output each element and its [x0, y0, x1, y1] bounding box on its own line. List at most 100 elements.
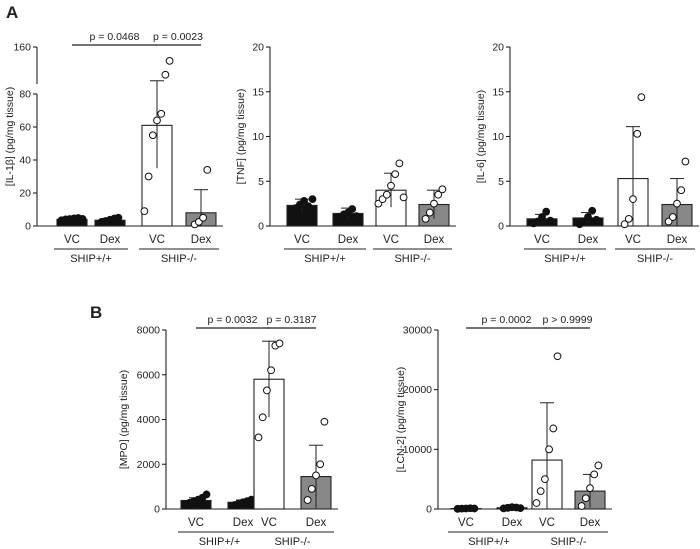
data-point	[140, 207, 149, 216]
data-point	[144, 172, 153, 181]
p-value-label: p = 0.0032	[208, 314, 258, 326]
data-point	[303, 496, 312, 504]
data-point	[153, 116, 161, 125]
data-point	[673, 199, 681, 208]
group-label: SHIP-/-	[161, 253, 197, 265]
y-tick-label: 0	[426, 504, 432, 516]
data-point	[304, 202, 313, 211]
data-point	[553, 352, 562, 361]
data-point	[382, 190, 391, 199]
x-category-label: VC	[64, 234, 80, 246]
y-tick-label: 30000	[403, 325, 432, 337]
data-point	[586, 484, 594, 493]
data-point	[391, 170, 400, 178]
y-tick-label: 20	[19, 188, 31, 200]
data-point	[538, 213, 546, 221]
y-tick-label: 10	[252, 131, 264, 143]
data-point	[434, 190, 443, 199]
data-point	[399, 193, 408, 202]
y-tick-label: 20000	[403, 384, 432, 396]
y-axis-label: [LCN-2] (pg/mg tissue)	[395, 367, 407, 473]
data-point	[395, 159, 404, 168]
data-point	[267, 366, 276, 375]
data-point	[541, 475, 549, 484]
data-point	[320, 417, 329, 426]
data-point	[308, 195, 317, 204]
data-point	[545, 445, 553, 454]
x-category-label: VC	[458, 517, 474, 529]
chart-4: 0 10000 20000 30000 [LCN-2] (pg/mg tissue) VC…	[395, 314, 612, 548]
y-tick-label: 0	[498, 221, 504, 233]
x-category-label: Dex	[424, 234, 445, 246]
x-category-label: Dex	[667, 234, 688, 246]
data-point	[421, 214, 430, 223]
data-point	[352, 212, 361, 221]
data-point	[307, 484, 316, 493]
data-point	[203, 166, 212, 174]
data-point	[348, 205, 357, 213]
y-axis-label: [TNF] (pg/mg tissue)	[235, 89, 247, 185]
data-point	[620, 220, 629, 229]
data-point	[438, 185, 447, 194]
data-point	[624, 214, 633, 223]
data-point	[577, 502, 586, 510]
data-point	[114, 213, 123, 222]
data-point	[263, 386, 271, 395]
data-point	[549, 424, 558, 433]
data-point	[532, 499, 541, 507]
panel-label-a: A	[6, 3, 18, 22]
group-label: SHIP+/+	[544, 253, 586, 265]
panel-label-b: B	[90, 303, 102, 322]
x-category-label: VC	[188, 517, 204, 529]
data-point	[300, 197, 309, 205]
data-point	[677, 186, 686, 195]
y-tick-label: 2000	[137, 459, 161, 471]
data-point	[542, 207, 551, 216]
x-category-label: Dex	[191, 234, 212, 246]
x-category-label: Dex	[100, 234, 121, 246]
x-category-label: VC	[261, 517, 277, 529]
group-label: SHIP+/+	[199, 536, 241, 548]
data-point	[546, 216, 555, 225]
data-point	[430, 199, 438, 208]
y-tick-label: 10	[492, 131, 504, 143]
data-point	[681, 157, 690, 166]
y-tick-label: 8000	[137, 325, 161, 337]
data-point	[536, 487, 545, 496]
data-point	[637, 93, 646, 102]
y-tick-label: 40	[19, 155, 31, 167]
x-category-label: VC	[534, 234, 550, 246]
y-axis-label: [MPO] (pg/mg tissue)	[118, 370, 130, 469]
data-point	[316, 460, 325, 469]
data-point	[584, 213, 592, 221]
p-value-label: p = 0.3187	[267, 314, 317, 326]
p-value-label: p = 0.0002	[482, 314, 532, 326]
group-label: SHIP-/-	[274, 536, 310, 548]
group-label: SHIP-/-	[394, 253, 430, 265]
y-tick-label: 80	[19, 89, 31, 101]
data-point	[254, 433, 263, 442]
data-point	[202, 490, 211, 499]
chart-1: 0 5 10 15 20 [TNF] (pg/mg tissue) VC Dex VC Dex SH…	[235, 42, 456, 265]
chart-0: 0 20 40 60 80 160 [IL-1β] (pg/mg tissue) VC Dex V…	[4, 31, 223, 265]
x-category-label: Dex	[580, 517, 601, 529]
data-point	[161, 70, 170, 79]
data-point	[425, 208, 434, 217]
chart-3: 0 2000 4000 6000 8000 [MPO] (pg/mg tissue) VC D…	[118, 314, 338, 548]
data-point	[668, 213, 677, 221]
y-tick-label: 20	[492, 42, 504, 54]
data-point	[199, 213, 208, 222]
data-point	[387, 181, 395, 190]
data-point	[157, 109, 166, 118]
data-point	[78, 215, 87, 223]
group-label: SHIP+/+	[304, 253, 346, 265]
y-axis-label: [IL-1β] (pg/mg tissue)	[4, 87, 16, 186]
x-category-label: VC	[149, 234, 165, 246]
data-point	[592, 215, 601, 224]
y-tick-label: 0	[25, 221, 31, 233]
y-tick-label: 6000	[137, 369, 161, 381]
group-label: SHIP+/+	[468, 536, 510, 548]
x-category-label: VC	[625, 234, 641, 246]
p-value-label: p = 0.0023	[153, 31, 203, 43]
